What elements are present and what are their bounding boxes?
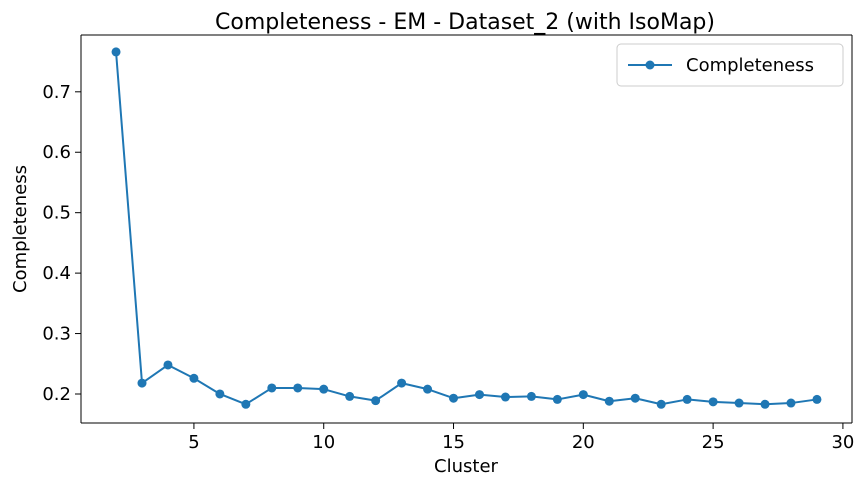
data-point	[500, 392, 510, 402]
data-point	[293, 383, 303, 393]
data-point	[267, 383, 277, 393]
y-tick-label: 0.5	[42, 203, 71, 224]
legend-box	[616, 43, 844, 87]
data-point	[708, 397, 718, 407]
y-axis-label: Completeness	[10, 165, 31, 293]
series-layer	[111, 47, 822, 409]
y-tick-label: 0.4	[42, 263, 71, 284]
legend-label-completeness: Completeness	[686, 55, 814, 76]
data-point	[552, 394, 562, 404]
x-axis-label: Cluster	[434, 456, 498, 477]
data-point	[474, 390, 484, 400]
x-tick-label: 25	[702, 432, 725, 453]
data-point	[604, 396, 614, 406]
data-point	[630, 393, 640, 403]
y-tick-label: 0.2	[42, 384, 71, 405]
data-point	[656, 399, 666, 409]
data-point	[449, 393, 459, 403]
plot-area: 5 10 15 20 25 30 0.2 0.3 0.4 0.5 0.6 0.7	[42, 34, 854, 453]
data-point	[163, 360, 173, 370]
data-point	[760, 399, 770, 409]
plot-background	[81, 35, 852, 423]
data-point	[189, 373, 199, 383]
y-tick-label: 0.6	[42, 142, 71, 163]
series-line-completeness	[115, 51, 818, 406]
data-point	[111, 47, 121, 57]
data-point	[734, 398, 744, 408]
data-point	[371, 396, 381, 406]
x-tick-label: 15	[442, 432, 465, 453]
data-point	[345, 391, 355, 401]
x-ticks: 5 10 15 20 25 30	[188, 423, 854, 453]
axes-frame	[80, 34, 853, 424]
data-point	[319, 384, 329, 394]
x-tick-label: 30	[831, 432, 854, 453]
data-point	[526, 391, 536, 401]
legend-marker-completeness	[645, 60, 655, 70]
y-tick-label: 0.3	[42, 324, 71, 345]
legend: Completeness	[616, 43, 844, 87]
data-point	[241, 399, 251, 409]
data-point	[215, 389, 225, 399]
data-point	[137, 378, 147, 388]
data-point	[682, 394, 692, 404]
data-point	[397, 378, 407, 388]
data-point	[812, 394, 822, 404]
data-point	[578, 390, 588, 400]
y-ticks: 0.2 0.3 0.4 0.5 0.6 0.7	[42, 82, 81, 405]
y-tick-label: 0.7	[42, 82, 71, 103]
chart-title: Completeness - EM - Dataset_2 (with IsoM…	[215, 10, 715, 35]
x-tick-label: 20	[572, 432, 595, 453]
x-tick-label: 10	[312, 432, 335, 453]
data-point	[786, 398, 796, 408]
data-point	[423, 384, 433, 394]
x-tick-label: 5	[188, 432, 199, 453]
